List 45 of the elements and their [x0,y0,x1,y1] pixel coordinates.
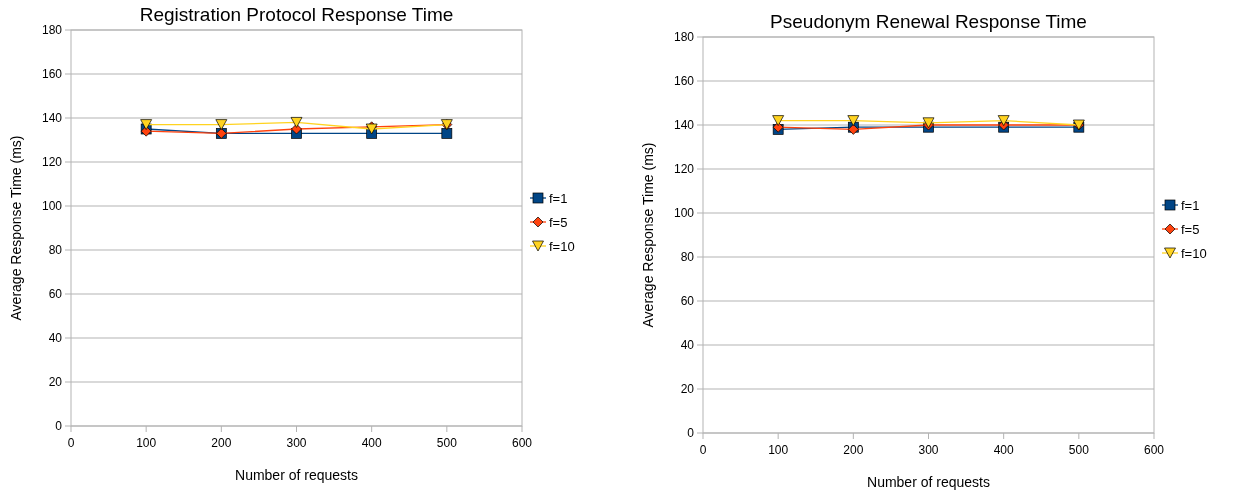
x-tick-label: 0 [699,443,707,457]
legend-label: f=10 [549,239,575,254]
x-tick-label: 200 [843,443,864,457]
y-tick-label: 160 [41,67,63,82]
x-tick-label: 400 [361,436,382,450]
x-axis-title: Number of requests [867,474,990,490]
x-tick-label: 200 [211,436,232,450]
x-tick-label: 600 [511,436,533,450]
y-tick-label: 20 [680,382,695,397]
chart-title: Registration Protocol Response Time [139,4,454,25]
y-tick-label: 20 [48,375,63,390]
y-tick-label: 80 [48,243,63,258]
y-tick-label: 180 [673,30,695,45]
y-tick-label: 100 [41,199,63,214]
legend-label: f=5 [549,215,568,230]
y-tick-label: 100 [673,206,695,221]
x-tick-label: 400 [993,443,1014,457]
y-tick-label: 120 [41,155,63,170]
x-tick-label: 0 [67,436,75,450]
y-axis-title: Average Response Time (ms) [640,142,656,328]
x-tick-label: 300 [918,443,939,457]
x-tick-label: 300 [286,436,307,450]
y-tick-label: 180 [41,23,63,38]
x-tick-label: 600 [1143,443,1165,457]
chart-title: Pseudonym Renewal Response Time [770,11,1087,32]
legend-label: f=1 [549,191,568,206]
legend-label: f=1 [1181,198,1200,213]
y-tick-label: 140 [41,111,63,126]
y-tick-label: 40 [48,331,63,346]
y-tick-label: 40 [680,338,695,353]
y-tick-label: 120 [673,162,695,177]
legend-label: f=5 [1181,222,1200,237]
x-tick-label: 500 [436,436,458,450]
y-axis-title: Average Response Time (ms) [8,135,24,321]
y-tick-label: 160 [673,74,695,89]
y-tick-label: 80 [680,250,695,265]
x-tick-label: 100 [768,443,789,457]
legend-label: f=10 [1181,246,1207,261]
x-tick-label: 100 [136,436,157,450]
y-tick-label: 0 [55,419,63,434]
y-tick-label: 140 [673,118,695,133]
x-axis-title: Number of requests [235,467,358,483]
y-tick-label: 60 [48,287,63,302]
x-tick-label: 500 [1068,443,1090,457]
y-tick-label: 60 [680,294,695,309]
